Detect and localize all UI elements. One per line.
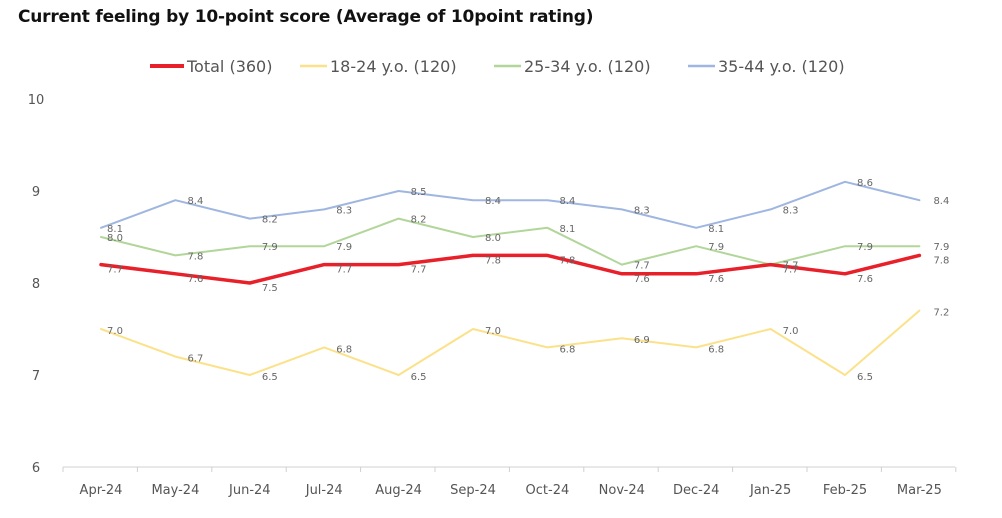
x-tick-label: Mar-25: [897, 483, 942, 498]
data-label: 8.3: [783, 205, 799, 216]
series-line: [100, 180, 921, 229]
series-line: [99, 253, 922, 285]
data-label: 7.0: [783, 326, 799, 337]
data-label: 7.9: [336, 242, 352, 253]
data-label: 8.4: [187, 196, 203, 207]
data-label: 7.0: [485, 326, 501, 337]
data-label: 6.5: [411, 372, 427, 383]
legend-label: Total (360): [186, 57, 272, 76]
x-tick-label: Jun-24: [228, 483, 271, 498]
data-label: 7.6: [857, 274, 873, 285]
data-label: 7.9: [262, 242, 278, 253]
data-label: 8.3: [336, 205, 352, 216]
data-label: 8.2: [262, 215, 278, 226]
series-line: [100, 309, 921, 376]
y-tick-label: 7: [32, 369, 40, 384]
data-label: 8.0: [107, 233, 123, 244]
data-label: 6.5: [262, 372, 278, 383]
data-label: 6.8: [559, 344, 575, 355]
data-label: 7.6: [708, 274, 724, 285]
x-tick-label: Sep-24: [450, 483, 496, 498]
series-line: [100, 217, 921, 266]
data-label: 7.8: [933, 255, 949, 266]
legend-label: 18-24 y.o. (120): [330, 57, 457, 76]
legend-label: 25-34 y.o. (120): [524, 57, 651, 76]
data-label: 8.4: [933, 196, 949, 207]
legend-label: 35-44 y.o. (120): [718, 57, 845, 76]
data-label: 7.7: [783, 265, 799, 276]
data-label: 8.5: [411, 187, 427, 198]
x-tick-label: Dec-24: [673, 483, 719, 498]
y-tick-label: 9: [32, 185, 40, 200]
x-tick-label: May-24: [151, 483, 199, 498]
x-tick-label: Oct-24: [526, 483, 570, 498]
data-label: 8.6: [857, 178, 873, 189]
x-tick-label: Jan-25: [749, 483, 791, 498]
data-label: 7.6: [187, 274, 203, 285]
data-label: 7.0: [107, 326, 123, 337]
data-label: 6.5: [857, 372, 873, 383]
data-label: 7.8: [559, 255, 575, 266]
y-tick-label: 6: [32, 461, 40, 476]
data-label: 8.2: [411, 215, 427, 226]
data-label: 7.2: [933, 308, 949, 319]
data-label: 7.7: [107, 265, 123, 276]
data-label: 6.9: [634, 335, 650, 346]
data-label: 8.4: [559, 196, 575, 207]
y-tick-label: 10: [28, 93, 45, 108]
data-label: 7.7: [336, 265, 352, 276]
data-label: 7.9: [857, 242, 873, 253]
data-label: 7.7: [783, 261, 799, 272]
chart-title: Current feeling by 10-point score (Avera…: [18, 7, 594, 27]
data-label: 8.1: [708, 224, 724, 235]
x-tick-label: Feb-25: [823, 483, 867, 498]
y-tick-label: 8: [32, 277, 40, 292]
x-tick-label: Jul-24: [305, 483, 343, 498]
data-label: 7.5: [262, 283, 278, 294]
x-tick-label: Apr-24: [80, 483, 123, 498]
data-label: 7.8: [485, 255, 501, 266]
x-tick-label: Nov-24: [599, 483, 645, 498]
data-label: 7.8: [187, 251, 203, 262]
data-label: 8.1: [107, 224, 123, 235]
x-tick-label: Aug-24: [375, 483, 422, 498]
data-label: 6.8: [708, 344, 724, 355]
data-label: 8.4: [485, 196, 501, 207]
data-label: 6.7: [187, 354, 203, 365]
data-label: 6.8: [336, 344, 352, 355]
data-label: 7.9: [708, 242, 724, 253]
data-label: 7.9: [933, 242, 949, 253]
data-label: 8.1: [559, 224, 575, 235]
data-label: 7.7: [634, 261, 650, 272]
data-label: 7.7: [411, 265, 427, 276]
data-label: 8.3: [634, 205, 650, 216]
data-label: 8.0: [485, 233, 501, 244]
data-label: 7.6: [634, 274, 650, 285]
